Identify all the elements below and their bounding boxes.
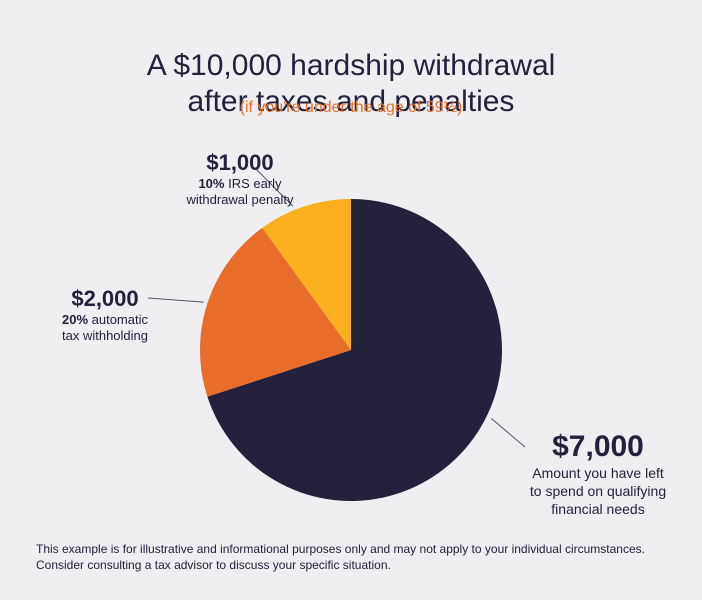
leader-line-withholding — [147, 297, 204, 303]
withholding-desc-line-1: automatic — [88, 312, 148, 327]
remaining-description: Amount you have left to spend on qualifyi… — [498, 464, 698, 518]
withholding-desc-line-2: tax withholding — [62, 328, 148, 343]
penalty-pct: 10% — [198, 176, 225, 191]
chart-title: A $10,000 hardship withdrawal after taxe… — [0, 48, 702, 120]
penalty-description: 10% IRS early withdrawal penalty — [140, 176, 340, 208]
withholding-amount: $2,000 — [71, 286, 139, 311]
penalty-desc-line-1: IRS early — [224, 176, 282, 191]
leader-line-penalty — [254, 167, 294, 207]
slice-remaining — [207, 199, 503, 501]
slice-label-remaining: $7,000 Amount you have left to spend on q… — [498, 430, 698, 518]
leader-line-remaining — [490, 418, 526, 448]
penalty-desc-line-2: withdrawal penalty — [186, 192, 294, 207]
chart-title-line-2: after taxes and penalties — [187, 85, 515, 119]
slice-withholding — [199, 227, 351, 397]
slice-label-withholding: $2,000 20% automatic tax withholding — [30, 286, 180, 344]
penalty-amount: $1,000 — [206, 150, 274, 175]
disclaimer-footnote: This example is for illustrative and inf… — [36, 542, 645, 572]
remaining-desc-line-1: Amount you have left — [532, 465, 664, 481]
remaining-desc-line-3: financial needs — [551, 501, 645, 517]
remaining-desc-line-2: to spend on qualifying — [529, 483, 667, 499]
chart-title-line-1: A $10,000 hardship withdrawal — [146, 49, 556, 83]
withholding-description: 20% automatic tax withholding — [30, 312, 180, 344]
slice-penalty — [262, 199, 351, 350]
withholding-pct: 20% — [61, 312, 89, 327]
chart-subtitle: (if you're under the age of 59½) — [239, 99, 463, 116]
remaining-amount: $7,000 — [552, 430, 644, 463]
slice-label-penalty: $1,000 10% IRS early withdrawal penalty — [140, 150, 340, 208]
